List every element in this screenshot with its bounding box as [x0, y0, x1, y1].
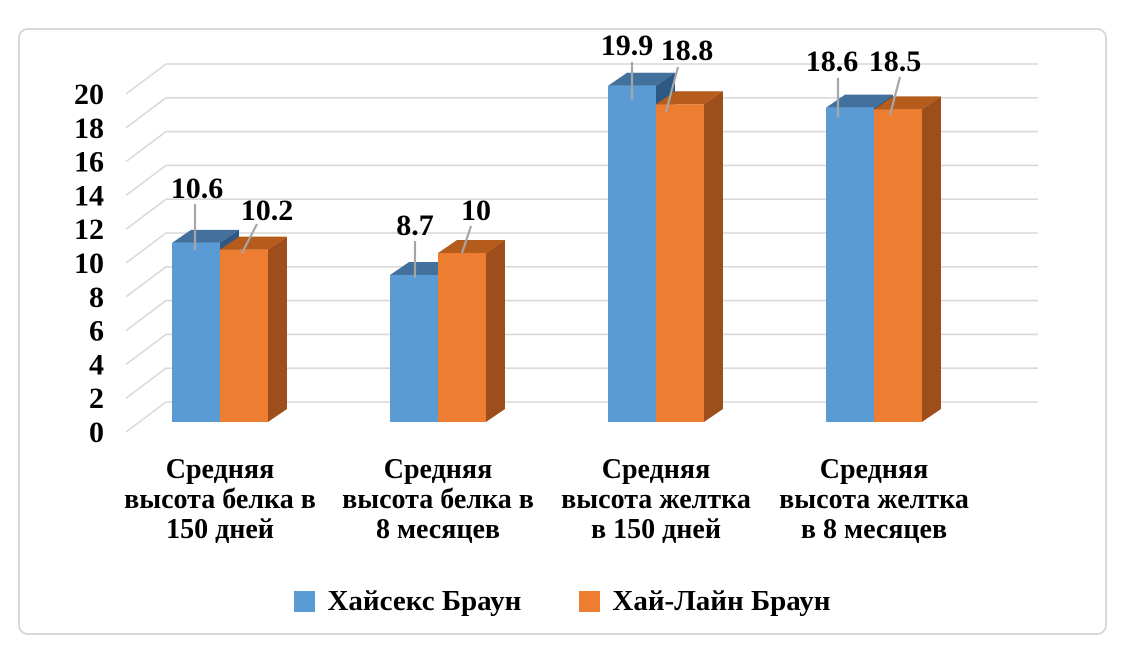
bar	[608, 85, 656, 422]
x-axis-category-label: Средняя высота белка в 150 дней	[124, 454, 316, 546]
gridline	[125, 333, 1038, 366]
x-axis-category-label: Средняя высота белка в 8 месяцев	[342, 454, 534, 546]
bar	[874, 109, 922, 422]
y-axis-tick-label: 10	[74, 247, 104, 280]
bar	[438, 253, 486, 422]
data-label: 10.2	[241, 194, 294, 227]
bar-side-face	[268, 236, 287, 422]
bar	[220, 249, 268, 422]
bar-side-face	[922, 96, 941, 422]
data-label: 19.9	[601, 29, 654, 62]
gridline	[125, 232, 1038, 264]
gridline	[125, 164, 1038, 197]
data-label-leader-line	[888, 76, 902, 116]
data-label: 10	[461, 194, 491, 227]
data-label-leader-line	[241, 223, 258, 254]
gridline	[125, 63, 1038, 95]
y-axis-tick-label: 0	[89, 416, 104, 449]
y-axis-tick-label: 8	[89, 281, 104, 314]
y-axis-tick-label: 6	[89, 315, 104, 348]
y-axis-tick-label: 14	[74, 179, 104, 212]
x-axis-category-label: Средняя высота желтка в 8 месяцев	[779, 454, 969, 546]
gridline	[125, 97, 1038, 129]
legend-swatch-blue-icon	[294, 590, 316, 612]
bar	[172, 242, 220, 422]
legend-item-hyline-brown: Хай-Лайн Браун	[579, 584, 831, 618]
data-label: 18.6	[806, 45, 859, 78]
legend-label: Хай-Лайн Браун	[612, 584, 831, 617]
gridline	[125, 198, 1038, 230]
legend-item-hisex-brown: Хайсекс Браун	[294, 585, 521, 618]
data-label: 18.8	[661, 34, 714, 67]
gridline	[125, 401, 1038, 433]
bar	[656, 104, 704, 422]
bar-top-face	[608, 72, 675, 86]
bar-top-face	[656, 91, 723, 105]
bar-side-face	[704, 91, 723, 422]
y-axis-tick-label: 16	[74, 146, 104, 179]
data-label: 18.5	[869, 45, 922, 78]
bar-top-face	[172, 229, 239, 243]
bar-top-face	[438, 240, 505, 253]
data-label: 10.6	[171, 172, 224, 205]
legend-label: Хайсекс Браун	[327, 584, 522, 617]
y-axis-tick-label: 4	[89, 348, 104, 381]
gridline	[125, 367, 1038, 399]
bar	[390, 274, 438, 422]
y-axis-tick-label: 20	[74, 78, 104, 111]
bar-top-face	[220, 236, 287, 250]
x-axis-category-label: Средняя высота желтка в 150 дней	[561, 454, 751, 546]
bar-side-face	[486, 240, 505, 422]
gridline	[125, 299, 1038, 332]
data-label: 8.7	[396, 209, 434, 242]
data-label-leader-line	[664, 66, 680, 113]
y-axis-tick-label: 2	[89, 382, 104, 415]
chart-legend: Хайсекс Браун Хай-Лайн Браун	[18, 584, 1107, 618]
bar	[826, 107, 874, 422]
gridline	[125, 266, 1038, 298]
y-axis-tick-label: 12	[74, 213, 104, 246]
y-axis-tick-label: 18	[74, 112, 104, 145]
legend-swatch-orange-icon	[579, 590, 601, 612]
gridline	[125, 130, 1038, 163]
bar-top-face	[874, 96, 941, 110]
bar-top-face	[826, 94, 893, 108]
data-label-leader-line	[460, 225, 473, 254]
